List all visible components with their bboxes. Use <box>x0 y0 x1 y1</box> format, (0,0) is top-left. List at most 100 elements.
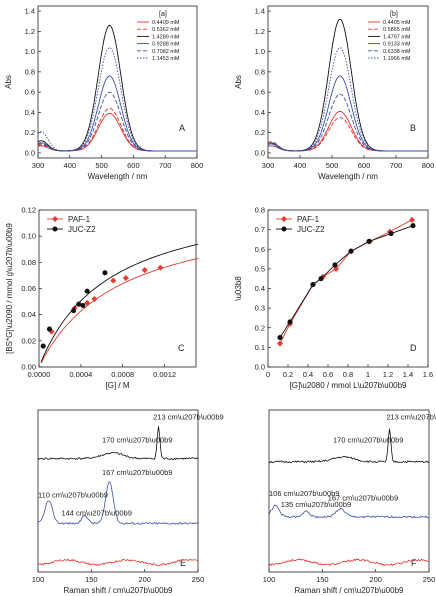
y-tick-label: 0.2 <box>255 323 265 332</box>
x-tick-label: 400 <box>294 161 307 170</box>
legend-label: 0.7082 mM <box>152 49 180 55</box>
spectrum-line <box>267 75 428 152</box>
x-tick-label: 400 <box>64 161 77 170</box>
x-tick-label: 700 <box>390 161 403 170</box>
legend-label: 0.9288 mM <box>152 42 180 48</box>
peak-annotation: 106 cm\u207b\u00b9 <box>269 489 339 498</box>
data-point <box>348 248 354 254</box>
x-tick-label: 1.2 <box>383 370 393 379</box>
spectrum-line <box>37 91 197 152</box>
panel-c: 0.0000 0.0004 0.0008 0.0012 0.00 0.02 0.04 0.06… <box>5 206 199 390</box>
y-tick-label: 0.08 <box>21 258 36 267</box>
legend-label: 0.5362 mM <box>152 27 180 33</box>
x-tick-label: 0.0012 <box>153 370 176 379</box>
x-tick-label: 300 <box>32 161 45 170</box>
x-tick-label: 500 <box>95 161 108 170</box>
x-tick-label: 1.4 <box>403 370 413 379</box>
y-tick-label: 0.12 <box>21 206 36 215</box>
x-tick-label: 700 <box>159 161 172 170</box>
data-point <box>281 226 287 232</box>
raman-line <box>268 558 430 567</box>
spectrum-line <box>37 107 197 152</box>
x-tick-label: 150 <box>85 575 98 584</box>
x-tick-label: 200 <box>138 575 151 584</box>
plot-frame <box>268 409 430 573</box>
x-tick-label: 0.0004 <box>69 370 92 379</box>
spectrum-line <box>267 47 428 152</box>
data-point <box>91 295 98 302</box>
x-tick-label: 800 <box>191 161 204 170</box>
data-point <box>310 282 316 288</box>
data-point <box>122 275 129 282</box>
y-tick-label: 0.4 <box>255 108 265 117</box>
data-point <box>388 231 394 237</box>
x-tick-label: 500 <box>326 161 339 170</box>
y-tick-label: 0.4 <box>255 284 265 293</box>
y-tick-label: 0.0 <box>255 148 265 157</box>
fit-line <box>279 219 413 344</box>
data-point <box>46 326 53 332</box>
panel-letter: D <box>410 343 417 353</box>
y-tick-label: 0.06 <box>21 284 36 293</box>
legend-label: 1.4289 mM <box>152 34 180 40</box>
plot-frame <box>37 409 199 573</box>
y-tick-label: 0.8 <box>25 67 35 76</box>
panel-letter: A <box>179 123 185 133</box>
data-point <box>52 226 58 232</box>
raman-line <box>37 558 199 566</box>
x-tick-label: 0.0000 <box>28 370 51 379</box>
x-axis-label: Wavelength / nm <box>88 172 148 181</box>
raman-line <box>37 481 199 525</box>
x-tick-label: 250 <box>192 575 205 584</box>
x-tick-label: 1.6 <box>423 370 433 379</box>
y-tick-label: 1.4 <box>25 7 35 16</box>
x-tick-label: 0.8 <box>343 370 353 379</box>
y-tick-label: 0.6 <box>255 245 265 254</box>
y-tick-label: 0.3 <box>255 304 265 313</box>
legend-label: 0.5865 mM <box>383 27 411 33</box>
data-point <box>141 267 148 274</box>
peak-annotation: 170 cm\u207b\u00b9 <box>102 435 172 444</box>
data-point <box>332 262 338 268</box>
panel-letter: B <box>410 123 416 133</box>
panel-title: [b] <box>390 11 398 18</box>
fit-line <box>279 225 414 338</box>
y-tick-label: 0.02 <box>21 336 36 345</box>
x-tick-label: 100 <box>263 575 276 584</box>
y-tick-label: 0.2 <box>255 128 265 137</box>
data-point <box>410 223 416 229</box>
peak-annotation: 213 cm\u207b\u00b9 <box>153 413 223 422</box>
y-axis-label: Abs <box>4 75 13 89</box>
x-tick-label: 0.6 <box>323 370 333 379</box>
fit-line <box>40 243 199 363</box>
y-tick-label: 0.6 <box>25 88 35 97</box>
panel-letter: F <box>411 558 417 568</box>
spectrum-line <box>37 47 197 152</box>
y-tick-label: 0.0 <box>255 363 265 372</box>
data-point <box>287 319 293 325</box>
legend-label: 0.6338 mM <box>383 49 411 55</box>
plot-frame <box>38 209 197 368</box>
spectrum-line <box>37 75 197 152</box>
data-point <box>318 276 324 282</box>
raman-line <box>268 428 430 464</box>
fit-line <box>40 257 199 364</box>
x-tick-label: 200 <box>369 575 382 584</box>
x-tick-label: 1 <box>366 370 370 379</box>
panel-title: [a] <box>159 11 167 18</box>
x-tick-label: 800 <box>422 161 435 170</box>
data-point <box>366 238 372 244</box>
panel-a: 300 400 500 600 700 800 0.0 0.2 0.4 0.6 0.8 1.0 1.2 1… <box>4 5 204 181</box>
panel-letter: E <box>180 558 186 568</box>
x-tick-label: 0 <box>266 370 270 379</box>
x-axis-label: Raman shift / cm\u207b\u00b9 <box>295 586 405 595</box>
panel-b: 300 400 500 600 700 800 0.0 0.2 0.4 0.6 0.8 1.0 1.2 1… <box>234 5 435 181</box>
y-tick-label: 1.0 <box>255 47 265 56</box>
x-tick-label: 600 <box>358 161 371 170</box>
y-tick-label: 1.2 <box>255 27 265 36</box>
spectrum-line <box>267 93 428 152</box>
plot-frame <box>267 209 429 368</box>
plot-frame <box>267 5 429 159</box>
y-tick-label: 0.5 <box>255 264 265 273</box>
